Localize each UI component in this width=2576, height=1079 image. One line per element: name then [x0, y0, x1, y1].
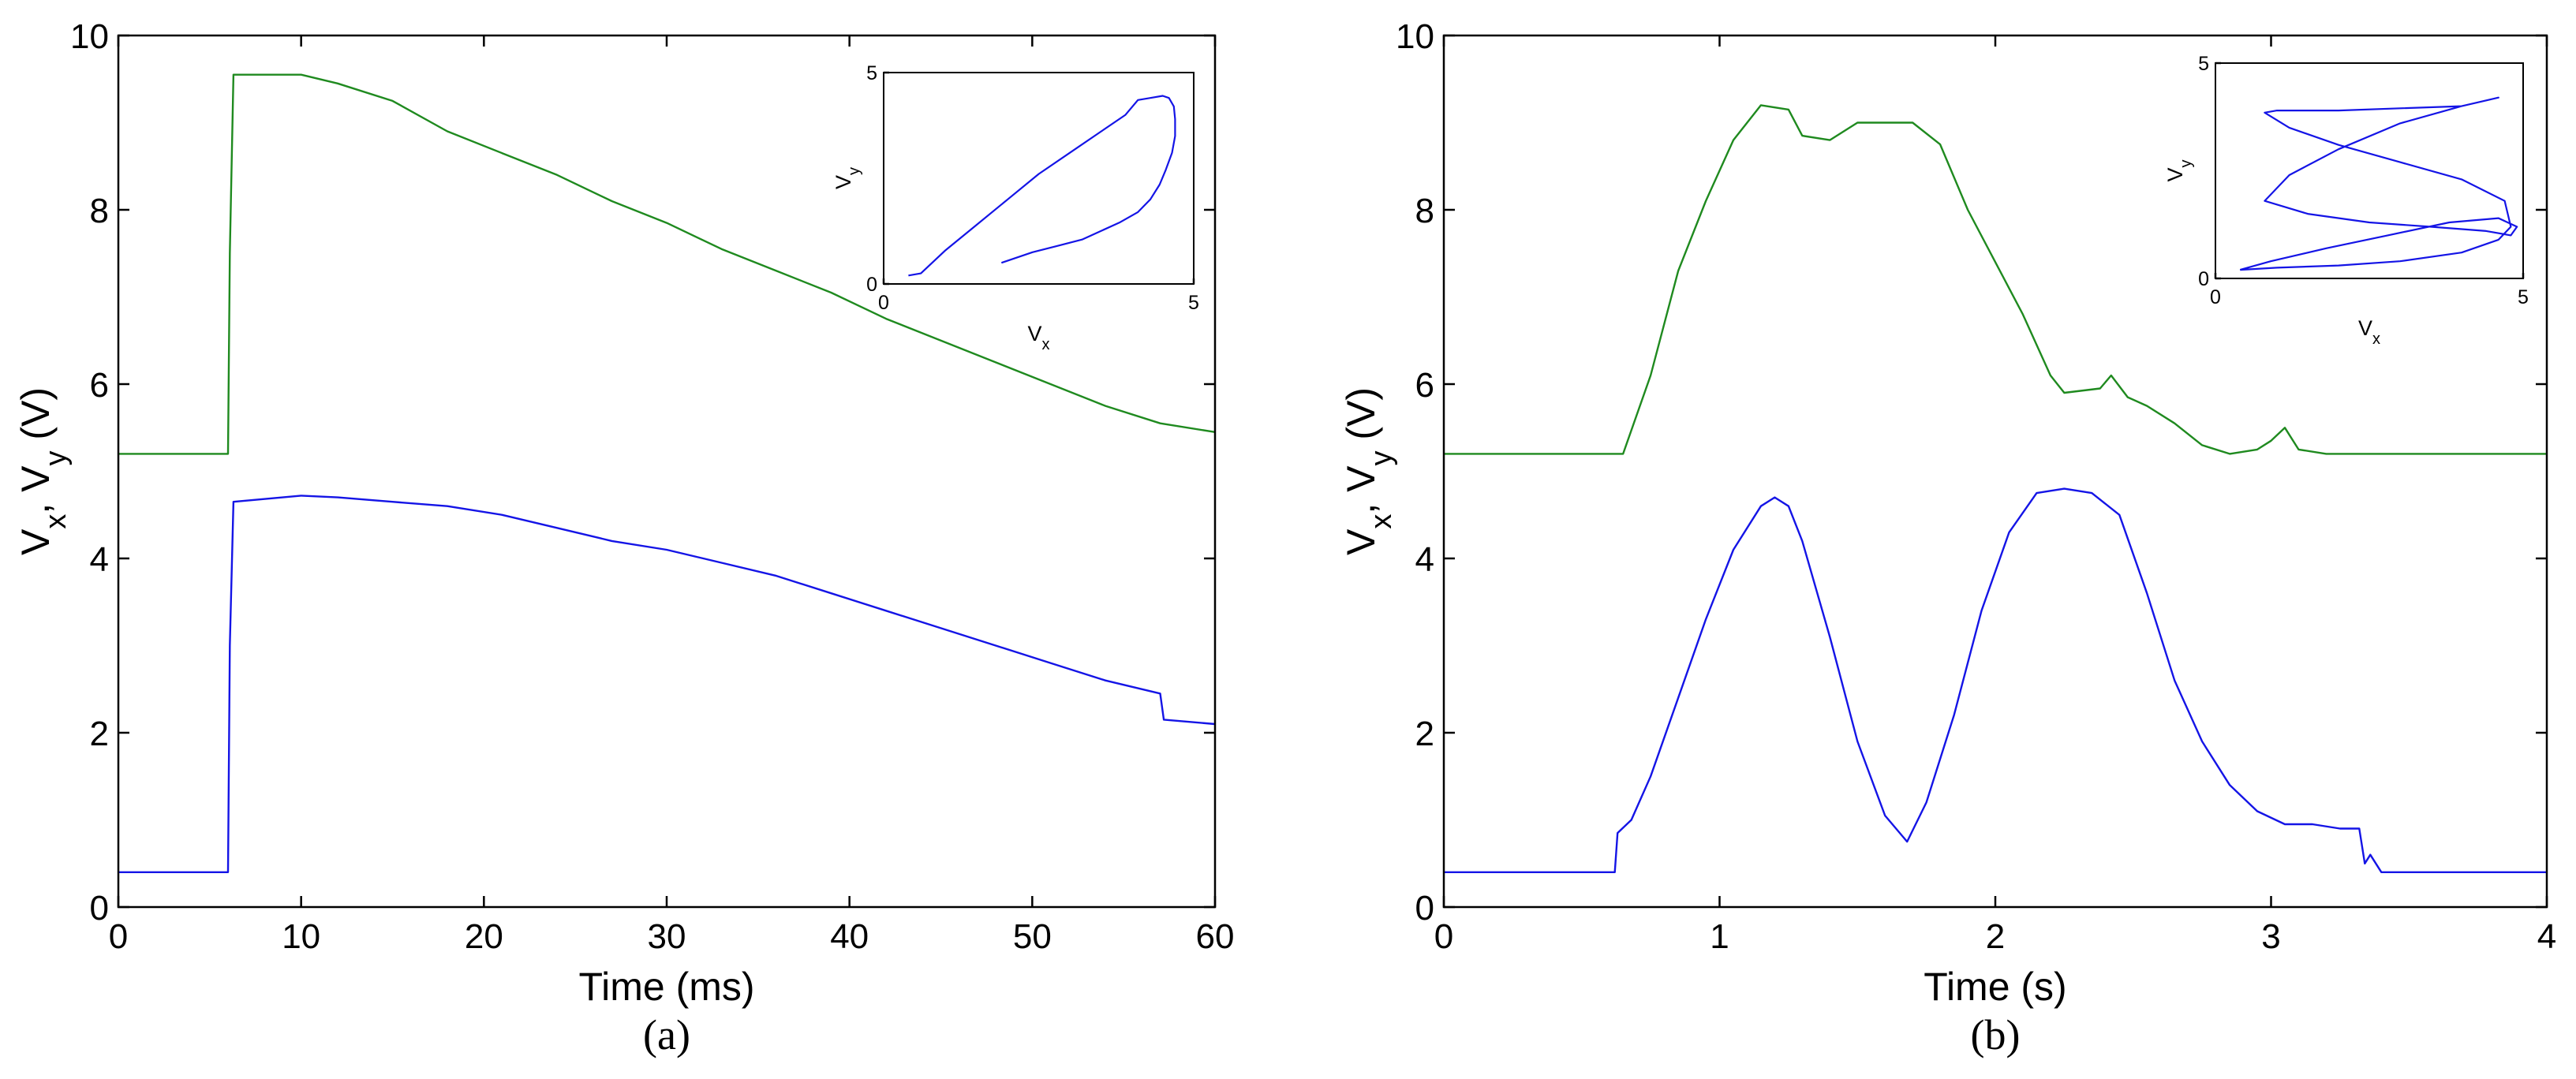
inset-chart: 0 5 0 5 Vx Vy	[832, 62, 1199, 353]
inset-y-tick-label: 0	[2198, 268, 2209, 290]
x-tick-label: 4	[2537, 917, 2556, 956]
x-tick-label: 0	[1434, 917, 1453, 956]
y-tick-label: 4	[90, 540, 109, 579]
inset-y-tick-label: 0	[866, 274, 877, 296]
y-tick-label: 0	[1415, 889, 1434, 928]
x-tick-label: 10	[282, 917, 320, 956]
x-tick-label: 40	[830, 917, 869, 956]
inset-y-tick-label: 5	[866, 62, 877, 84]
inset-x-axis-label: Vx	[1027, 322, 1049, 353]
inset-x-tick-label: 0	[2210, 286, 2221, 308]
x-tick-label: 50	[1013, 917, 1052, 956]
inset-background	[2215, 63, 2523, 278]
x-tick-label: 20	[465, 917, 503, 956]
x-axis-label: Time (s)	[1924, 965, 2066, 1009]
inset-series-line	[2239, 96, 2518, 271]
panel-label: (a)	[643, 1011, 690, 1058]
x-axis-label: Time (ms)	[578, 965, 754, 1009]
x-tick-label: 3	[2261, 917, 2280, 956]
inset-frame	[2215, 62, 2524, 279]
y-tick-label: 4	[1415, 540, 1434, 579]
chart-panel-b: 0 1 2 3 4 0 2 4 6 8 10 Time (s) Vx, Vy (V) (b) 0 5 0 5 Vx V…	[1339, 17, 2556, 1058]
panel-label: (b)	[1971, 1011, 2021, 1058]
series-line-green	[1444, 104, 2547, 455]
y-tick-label: 6	[90, 366, 109, 405]
series-line-green	[118, 73, 1216, 455]
inset-x-tick-label: 0	[878, 292, 889, 314]
inset-y-tick-label: 5	[2198, 53, 2209, 75]
inset-x-axis-label: Vx	[2358, 316, 2380, 348]
inset-background	[884, 73, 1194, 284]
x-tick-label: 60	[1196, 917, 1235, 956]
series-line-blue	[1444, 487, 2547, 874]
y-axis-label: Vx, Vy (V)	[1339, 387, 1398, 555]
inset-frame	[883, 72, 1195, 285]
inset-y-axis-label: Vy	[2163, 159, 2195, 181]
x-tick-label: 0	[109, 917, 128, 956]
inset-chart: 0 5 0 5 Vx Vy	[2163, 53, 2529, 348]
inset-series-line	[908, 95, 1176, 277]
y-tick-label: 10	[1396, 17, 1434, 56]
y-tick-label: 10	[70, 17, 109, 56]
x-tick-label: 30	[648, 917, 686, 956]
x-tick-label: 2	[1986, 917, 2005, 956]
y-tick-label: 8	[1415, 192, 1434, 230]
y-tick-label: 8	[90, 192, 109, 230]
y-tick-label: 2	[90, 715, 109, 753]
y-tick-label: 6	[1415, 366, 1434, 405]
y-tick-label: 0	[90, 889, 109, 928]
inset-x-tick-label: 5	[1188, 292, 1199, 314]
inset-y-axis-label: Vy	[832, 167, 863, 189]
x-tick-label: 1	[1710, 917, 1729, 956]
inset-x-tick-label: 5	[2518, 286, 2529, 308]
y-axis-label: Vx, Vy (V)	[13, 387, 73, 555]
series-line-blue	[118, 495, 1216, 874]
y-tick-label: 2	[1415, 715, 1434, 753]
